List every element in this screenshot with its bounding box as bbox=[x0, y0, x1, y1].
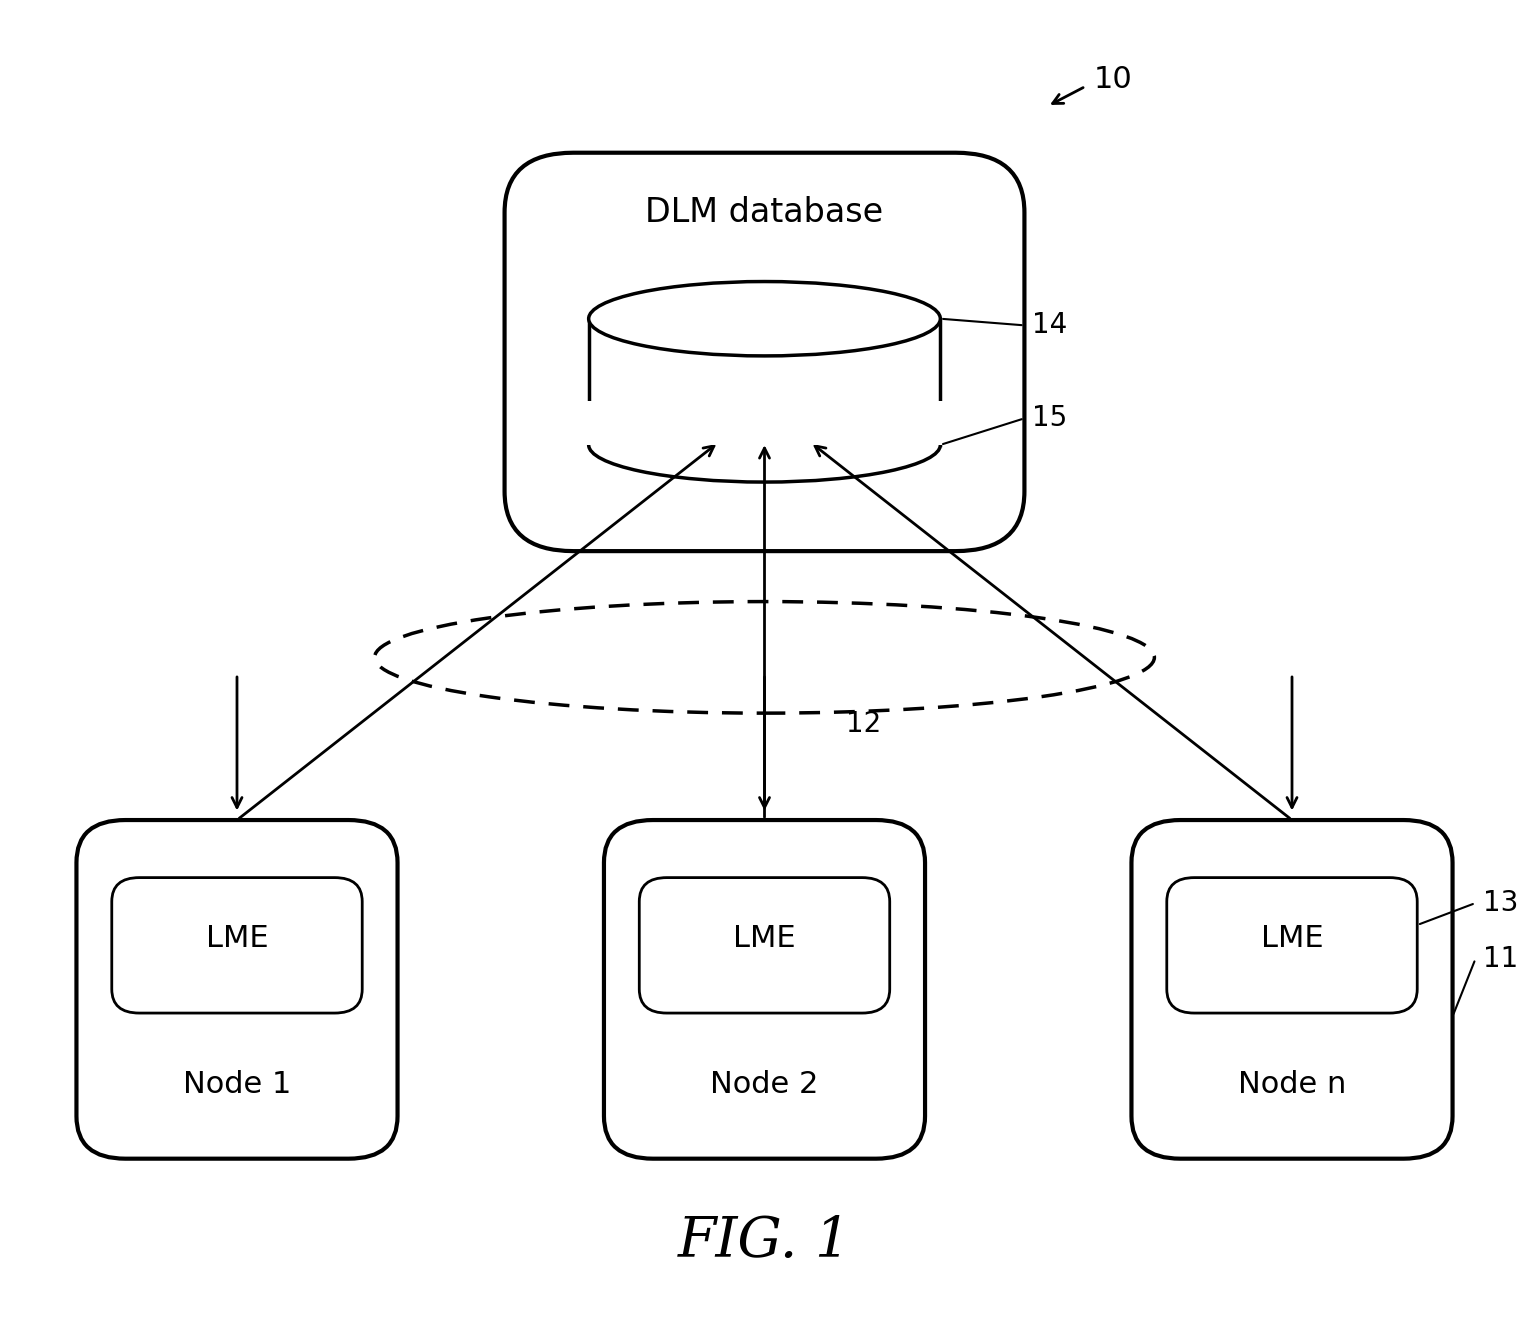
Text: LME: LME bbox=[206, 924, 268, 954]
FancyBboxPatch shape bbox=[639, 878, 890, 1013]
Text: LME: LME bbox=[1261, 924, 1323, 954]
Text: Node 2: Node 2 bbox=[711, 1069, 818, 1098]
Text: 11: 11 bbox=[1483, 944, 1518, 973]
Text: 12: 12 bbox=[846, 709, 882, 738]
Text: Node n: Node n bbox=[1238, 1069, 1346, 1098]
Text: 14: 14 bbox=[1032, 311, 1067, 340]
Text: DLM database: DLM database bbox=[645, 197, 884, 228]
Text: LME: LME bbox=[734, 924, 795, 954]
Text: 10: 10 bbox=[1093, 65, 1131, 94]
FancyBboxPatch shape bbox=[1131, 819, 1453, 1158]
Polygon shape bbox=[573, 401, 956, 445]
FancyBboxPatch shape bbox=[1167, 878, 1417, 1013]
Polygon shape bbox=[589, 319, 940, 445]
FancyBboxPatch shape bbox=[505, 153, 1024, 551]
FancyBboxPatch shape bbox=[76, 819, 398, 1158]
Ellipse shape bbox=[589, 282, 940, 356]
FancyBboxPatch shape bbox=[112, 878, 362, 1013]
Ellipse shape bbox=[589, 408, 940, 482]
Text: 13: 13 bbox=[1483, 888, 1518, 918]
Text: FIG. 1: FIG. 1 bbox=[677, 1214, 852, 1270]
FancyBboxPatch shape bbox=[604, 819, 925, 1158]
Text: 15: 15 bbox=[1032, 404, 1067, 433]
Text: Node 1: Node 1 bbox=[183, 1069, 291, 1098]
